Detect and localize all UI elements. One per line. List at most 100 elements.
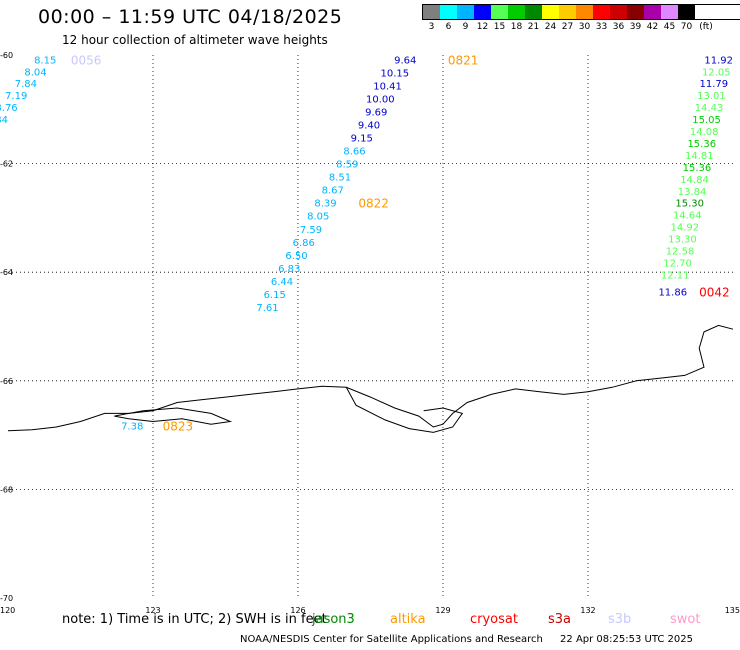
swh-value: 10.00 [366, 94, 395, 105]
satellite-jason3: jason3 [312, 612, 355, 627]
legend-swatch-36 [610, 5, 627, 19]
pass-time-label: 0821 [448, 53, 479, 67]
track-0823: 7.38 0823 [121, 419, 193, 433]
satellite-tracks: 8.158.047.847.198.767.8400569.6410.1510.… [0, 53, 733, 433]
legend-labels: 3 6 9 12 15 18 21 24 27 30 33 36 39 42 45 70 (ft) [422, 22, 740, 34]
legend-swatch-21 [525, 5, 542, 19]
graticule-grid [8, 55, 733, 598]
swh-value: 12.70 [663, 258, 692, 269]
coastline-main [7, 324, 734, 432]
coastline-ice-tongue [114, 407, 233, 425]
swh-value: 7.19 [5, 91, 27, 102]
swh-value: 12.05 [702, 67, 731, 78]
lon-label-135: 135 [725, 606, 740, 615]
legend-swatch-27 [559, 5, 576, 19]
pass-time-label: 0823 [163, 419, 194, 433]
coastline-bay [345, 387, 464, 433]
track-0042: 11.9212.0511.7913.0114.4315.0514.0815.36… [658, 55, 733, 299]
pass-time-label: 0042 [699, 286, 730, 300]
swh-value: 8.76 [0, 103, 18, 114]
swh-value: 6.83 [278, 264, 300, 275]
note-text: note: 1) Time is in UTC; 2) SWH is in fe… [62, 612, 327, 627]
swh-value: 11.86 [658, 288, 687, 299]
legend-label-39: 39 [629, 22, 642, 32]
swh-value: 10.15 [381, 68, 410, 79]
legend-label-15: 15 [493, 22, 506, 32]
swh-value: 14.92 [671, 223, 700, 234]
legend-label-36: 36 [612, 22, 625, 32]
swh-value: 9.15 [351, 134, 373, 145]
legend-swatch-30 [576, 5, 593, 19]
legend-label-45: 45 [663, 22, 676, 32]
legend-label-24: 24 [544, 22, 557, 32]
swh-value: 14.43 [695, 103, 724, 114]
swh-value: 7.84 [0, 115, 8, 126]
lon-label-126: 126 [290, 606, 305, 615]
swh-value: 13.01 [697, 91, 726, 102]
pass-time-label: 0056 [71, 53, 102, 67]
track-0056: 8.158.047.847.198.767.840056 [0, 53, 101, 126]
swh-value: 9.69 [365, 107, 387, 118]
lat-label--60: -60 [0, 51, 13, 60]
swh-value: 15.36 [687, 139, 716, 150]
color-legend: 3 6 9 12 15 18 21 24 27 30 33 36 39 42 45 70 (ft) [422, 4, 740, 34]
footer-credit: NOAA/NESDIS Center for Satellite Applica… [240, 634, 707, 645]
page-title: 00:00 – 11:59 UTC 04/18/2025 [38, 6, 343, 28]
lat-label--68: -68 [0, 485, 13, 494]
legend-swatch-3 [423, 5, 440, 19]
swh-value: 8.67 [322, 186, 344, 197]
swh-value: 14.81 [685, 151, 714, 162]
satellite-swot: swot [670, 612, 701, 627]
swh-value: 8.66 [343, 147, 365, 158]
legend-label-21: 21 [527, 22, 540, 32]
axis-labels: 120 123 126 129 132 135 -60 -62 -64 -66 -68 -70 [0, 51, 740, 615]
legend-swatch-18 [508, 5, 525, 19]
legend-swatch-6 [440, 5, 457, 19]
swh-value: 6.44 [271, 277, 293, 288]
legend-label-30: 30 [578, 22, 591, 32]
swh-value: 10.41 [373, 81, 402, 92]
lat-label--66: -66 [0, 377, 13, 386]
swh-value: 15.36 [683, 163, 712, 174]
lon-label-123: 123 [145, 606, 160, 615]
legend-label-27: 27 [561, 22, 574, 32]
legend-swatches [422, 4, 740, 20]
swh-value: 11.92 [704, 55, 733, 66]
pass-time-label: 0822 [358, 197, 389, 211]
legend-swatch-39 [627, 5, 644, 19]
swh-value: 8.04 [24, 67, 46, 78]
satellite-s3a: s3a [548, 612, 572, 627]
track-0822: 0822 [358, 197, 389, 211]
swh-value: 6.86 [293, 238, 315, 249]
lon-label-132: 132 [580, 606, 595, 615]
swh-value: 6.15 [264, 290, 286, 301]
swh-value: 8.59 [336, 160, 358, 171]
lat-label--62: -62 [0, 160, 13, 169]
legend-label-12: 12 [476, 22, 489, 32]
swh-value: 8.15 [34, 55, 56, 66]
satellite-cryosat: cryosat [470, 612, 518, 627]
legend-label-6: 6 [445, 22, 452, 32]
legend-label-42: 42 [646, 22, 659, 32]
page-subtitle: 12 hour collection of altimeter wave hei… [62, 33, 328, 47]
track-0821: 9.64 10.15 10.41 10.00 9.69 9.40 9.15 8.66 8.59 8… [256, 53, 478, 314]
legend-label-33: 33 [595, 22, 608, 32]
legend-label-70: 70 [680, 22, 693, 32]
timestamp-text: 22 Apr 08:25:53 UTC 2025 [560, 634, 693, 645]
swh-value: 14.64 [673, 211, 702, 222]
swh-value: 13.30 [668, 235, 697, 246]
legend-swatch-15 [491, 5, 508, 19]
legend-swatch-42 [644, 5, 661, 19]
lon-label-120: 120 [0, 606, 15, 615]
swh-value: 8.39 [314, 199, 336, 210]
legend-swatch-70 [678, 5, 695, 19]
credit-text: NOAA/NESDIS Center for Satellite Applica… [240, 634, 543, 645]
swh-value: 7.61 [256, 303, 278, 314]
lat-label--70: -70 [0, 594, 13, 603]
swh-value: 7.38 [121, 421, 143, 432]
swh-value: 14.08 [690, 127, 719, 138]
lon-label-129: 129 [435, 606, 450, 615]
swh-value: 13.84 [678, 187, 707, 198]
